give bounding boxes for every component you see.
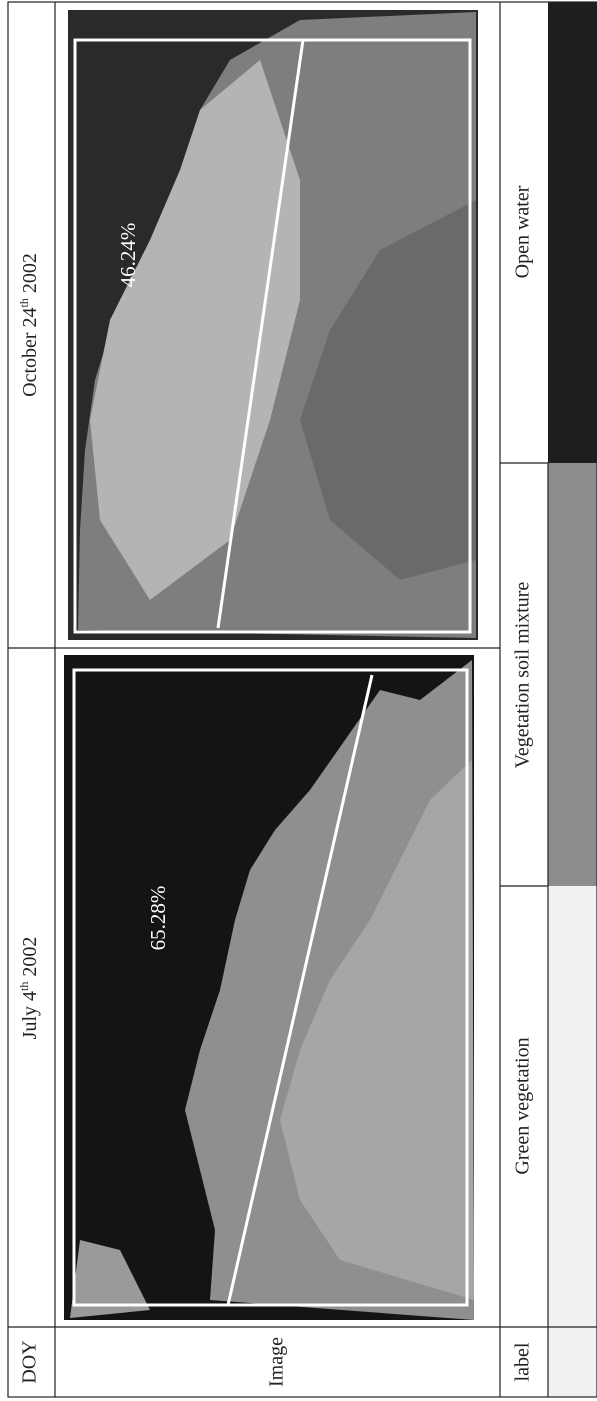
date: July 4th 2002 (17, 937, 41, 1040)
row-label: label (512, 1342, 534, 1381)
row-label: Image (266, 1337, 288, 1387)
swatch-green-vegetation (548, 886, 597, 1397)
header-label: DOY (19, 1340, 41, 1383)
date-day: October 24 (19, 307, 41, 396)
percent-label: 46.24% (116, 223, 140, 288)
date-suffix: th (17, 982, 31, 991)
rotated-table: 65.28% 46.24% DOY July 4th2002 October 2… (0, 0, 597, 1401)
date-year: 2002 (19, 253, 41, 293)
class-label: Green vegetation (512, 1037, 534, 1174)
image-july: 65.28% (64, 655, 474, 1320)
percent-label: 65.28% (146, 886, 170, 951)
class-label: Open water (512, 185, 534, 278)
date-suffix: th (17, 298, 31, 307)
swatch-vegetation-soil (548, 463, 597, 886)
date-year: 2002 (19, 937, 41, 977)
image-october: 46.24% (68, 10, 478, 640)
class-label: Vegetation soil mixture (512, 582, 534, 769)
date: October 24th 2002 (17, 253, 41, 397)
swatch-open-water (548, 2, 597, 463)
date-day: July 4 (19, 991, 41, 1039)
